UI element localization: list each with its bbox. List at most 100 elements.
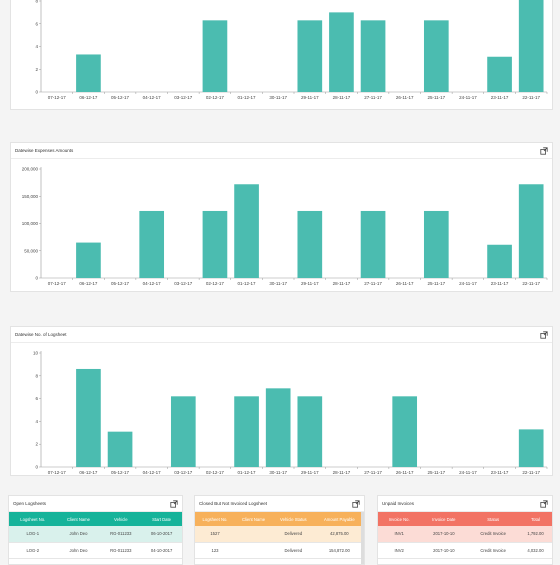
bar[interactable]: [329, 12, 354, 92]
column-header[interactable]: Invoice Date: [420, 512, 468, 526]
y-tick-label: 2: [35, 67, 38, 72]
bar[interactable]: [76, 54, 101, 92]
bar[interactable]: [487, 56, 512, 92]
table-row[interactable]: LOG-1 John Deo RG-011233 06-10-2017: [9, 526, 182, 543]
bar[interactable]: [360, 210, 386, 278]
logsheet-chart-panel: Datewise No. of Logsheet 0 2 4 6 8 10 07-12-17…: [10, 326, 553, 476]
bar[interactable]: [170, 396, 196, 467]
external-link-icon[interactable]: [170, 500, 178, 508]
bar[interactable]: [234, 396, 259, 467]
bar[interactable]: [76, 242, 101, 278]
y-tick-label: 6: [35, 21, 38, 26]
x-tick-label: 06-12-17: [79, 470, 98, 475]
x-tick-label: 27-11-17: [364, 470, 382, 475]
column-header[interactable]: Logsheet No.: [195, 512, 236, 526]
expenses-chart-title: Datewise Expenses Amounts: [15, 148, 74, 153]
table-row[interactable]: INV1 2017-10-10 Credit Invoice 1,792.00: [378, 526, 552, 543]
column-header[interactable]: Status: [467, 512, 520, 526]
unpaid-invoices-panel: Unpaid Invoices Invoice No. Invoice Date…: [377, 495, 553, 565]
x-tick-label: 25-11-17: [427, 281, 445, 286]
table-cell: 06-10-2017: [141, 526, 182, 543]
table-row[interactable]: LOG-2 John Deo RG-011233 04-10-2017: [9, 542, 182, 559]
bar[interactable]: [297, 210, 323, 278]
x-tick-label: 07-12-17: [48, 95, 67, 100]
x-tick-label: 01-12-17: [238, 281, 257, 286]
table-row[interactable]: 1527 Delivered 42,875.00: [195, 526, 364, 543]
bar[interactable]: [518, 0, 544, 93]
table-cell: 04-10-2017: [141, 542, 182, 559]
bar[interactable]: [423, 210, 449, 278]
bar[interactable]: [202, 20, 228, 92]
scrollbar[interactable]: [361, 512, 364, 564]
x-tick-label: 23-11-17: [491, 95, 509, 100]
external-link-icon[interactable]: [540, 331, 548, 339]
column-header[interactable]: Total: [519, 512, 552, 526]
external-link-icon[interactable]: [540, 147, 548, 155]
x-tick-label: 04-12-17: [143, 281, 162, 286]
bar[interactable]: [392, 396, 418, 467]
bar[interactable]: [139, 210, 165, 278]
table-row[interactable]: 123 Delivered 154,872.00: [195, 542, 364, 559]
table-cell: RG-011233: [100, 542, 142, 559]
table-cell: 1527: [195, 526, 236, 543]
x-tick-label: 02-12-17: [206, 470, 225, 475]
x-tick-label: 28-11-17: [333, 470, 351, 475]
x-tick-label: 29-11-17: [301, 95, 319, 100]
table-row[interactable]: INV2 2017-10-10 Credit Invoice 4,032.00: [378, 542, 552, 559]
x-tick-label: 27-11-17: [364, 281, 382, 286]
x-tick-label: 02-12-17: [206, 95, 225, 100]
bar[interactable]: [76, 368, 101, 467]
table-cell: Credit Invoice: [467, 526, 520, 543]
table-cell: John Deo: [56, 542, 101, 559]
column-header[interactable]: Invoice No.: [378, 512, 421, 526]
column-header[interactable]: Amount Payable: [314, 512, 364, 526]
x-tick-label: 01-12-17: [238, 95, 257, 100]
bar[interactable]: [234, 184, 259, 278]
closed-logsheets-panel: Closed But Not Invoiced Logsheet Logshee…: [194, 495, 365, 565]
x-tick-label: 29-11-17: [301, 281, 319, 286]
y-tick-label: 2: [35, 442, 38, 447]
top-chart-panel: 0 2 4 6 8 07-12-17 06-12-17 05-12-17 04-12-17 03-…: [10, 0, 553, 110]
bar[interactable]: [360, 20, 386, 92]
x-tick-label: 25-11-17: [427, 95, 445, 100]
y-tick-label: 100,000: [22, 221, 39, 226]
y-tick-label: 6: [35, 396, 38, 401]
y-tick-label: 0: [35, 90, 38, 95]
expenses-chart-panel: Datewise Expenses Amounts 0 50,000 100,000…: [10, 142, 553, 292]
table-cell: 1,792.00: [519, 526, 552, 543]
table-cell: 2017-10-10: [420, 542, 468, 559]
column-header[interactable]: Client Name: [235, 512, 273, 526]
x-tick-label: 04-12-17: [143, 95, 162, 100]
x-tick-label: 07-12-17: [48, 281, 67, 286]
y-tick-label: 200,000: [22, 167, 39, 172]
bar[interactable]: [297, 20, 323, 92]
table-cell: Credit Invoice: [467, 542, 520, 559]
column-header[interactable]: Start Date: [141, 512, 182, 526]
bar[interactable]: [297, 396, 323, 467]
column-header[interactable]: Vehicle Status: [272, 512, 315, 526]
bar[interactable]: [518, 184, 544, 278]
bar[interactable]: [487, 244, 512, 278]
column-header[interactable]: Client Name: [56, 512, 101, 526]
open-logsheets-header: Open Logsheets: [9, 496, 182, 512]
x-tick-label: 22-11-17: [522, 95, 540, 100]
external-link-icon[interactable]: [540, 500, 548, 508]
bar[interactable]: [265, 388, 291, 467]
x-tick-label: 26-11-17: [396, 281, 414, 286]
bar[interactable]: [107, 431, 133, 467]
x-tick-label: 26-11-17: [396, 95, 414, 100]
x-tick-label: 01-12-17: [238, 470, 257, 475]
table-cell: Delivered: [272, 526, 315, 543]
external-link-icon[interactable]: [352, 500, 360, 508]
column-header[interactable]: Logsheet No.: [9, 512, 57, 526]
table-cell: John Deo: [56, 526, 101, 543]
logsheet-chart-header: Datewise No. of Logsheet: [11, 327, 552, 343]
y-tick-label: 0: [35, 465, 38, 470]
closed-logsheets-title: Closed But Not Invoiced Logsheet: [199, 501, 268, 506]
bar[interactable]: [202, 210, 228, 278]
column-header[interactable]: Vehicle: [100, 512, 142, 526]
x-tick-label: 24-11-17: [459, 95, 477, 100]
bar[interactable]: [423, 20, 449, 92]
bar[interactable]: [518, 429, 544, 467]
closed-logsheets-table: Logsheet No. Client Name Vehicle Status …: [195, 512, 364, 559]
